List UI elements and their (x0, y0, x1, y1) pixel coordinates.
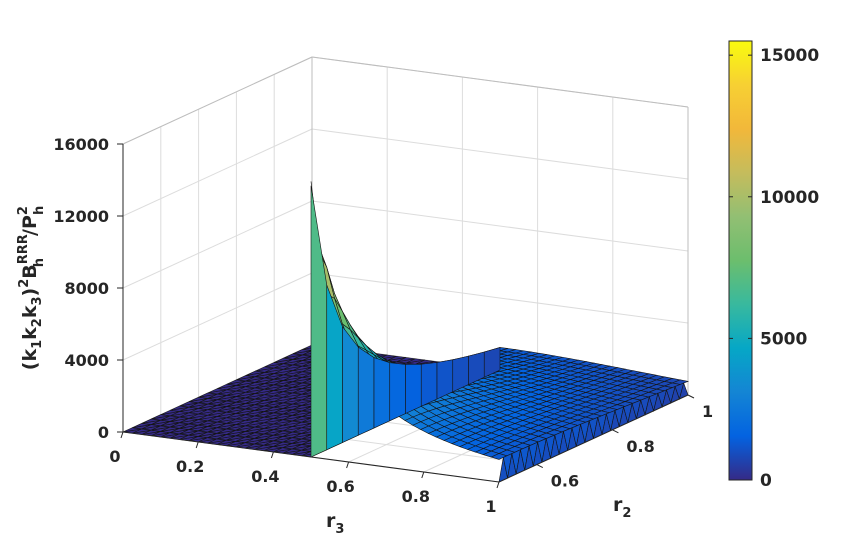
y-tick-label: 0.8 (626, 437, 654, 456)
x-tick-label: 1 (485, 497, 496, 516)
y-tick-label: 1 (702, 402, 713, 421)
colorbar-tick-label: 5000 (760, 329, 807, 349)
y-axis-label: r2 (613, 494, 631, 521)
x-axis-label: r3 (326, 510, 344, 537)
svg-text:(k1k2k3)2BRRRh/P2h: (k1k2k3)2BRRRh/P2h (16, 206, 47, 370)
y-axis-ticks: 0.6 0.8 1 (536, 394, 713, 491)
colorbar-tick-label: 0 (760, 471, 772, 491)
surface-front (310, 185, 689, 483)
colorbar-tick-label: 15000 (760, 46, 819, 66)
z-tick-label: 4000 (64, 351, 109, 370)
x-tick-label: 0.8 (402, 487, 430, 506)
z-tick-label: 16000 (53, 135, 109, 154)
z-axis-ticks: 0 4000 8000 12000 16000 (53, 135, 123, 442)
x-tick-label: 0 (109, 447, 120, 466)
z-axis-label: (k1k2k3)2BRRRh/P2h (16, 206, 47, 370)
x-tick-label: 0.4 (251, 467, 279, 486)
x-axis-ticks: 0 0.2 0.4 0.6 0.8 1 (109, 431, 500, 516)
x-tick-label: 0.6 (326, 477, 354, 496)
z-tick-label: 0 (98, 423, 109, 442)
colorbar (728, 40, 753, 481)
x-tick-label: 0.2 (176, 457, 204, 476)
colorbar-ticks: 0 5000 10000 15000 (729, 46, 819, 491)
z-tick-label: 8000 (64, 279, 109, 298)
z-tick-label: 12000 (53, 207, 109, 226)
colorbar-tick-label: 10000 (760, 188, 819, 208)
y-tick-label: 0.6 (551, 472, 579, 491)
